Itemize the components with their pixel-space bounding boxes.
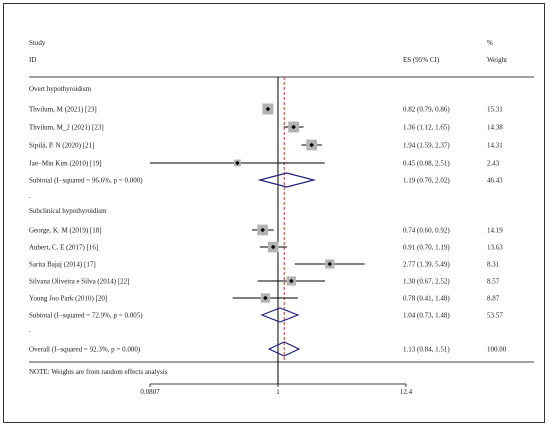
overall-diamond-es-text: 1.13 (0.84, 1.51) (403, 346, 450, 354)
weight-value: 13.63 (487, 244, 503, 252)
subtotal-diamond-es-text: 1.04 (0.73, 1.48) (403, 312, 450, 320)
header-percent: % (487, 39, 493, 47)
x-tick-label: 1 (276, 388, 280, 396)
subtotal-diamond (260, 307, 300, 323)
forest-plot-frame (3, 3, 545, 423)
effect-size-text: 1.30 (0.67, 2.52) (403, 278, 450, 286)
group-title: Overt hypothyroidism (29, 85, 92, 93)
subtotal-diamond-label: Subtotal (I−squared = 72.9%, p = 0.005) (29, 312, 143, 320)
study-label: Aubert, C. E (2017) [16] (29, 244, 98, 252)
subtotal-diamond-weight: 46.43 (487, 177, 503, 185)
effect-size-text: 0.82 (0.79, 0.86) (403, 106, 450, 114)
study-label: Sipilä, P. N (2020) [21] (29, 142, 94, 150)
subtotal-diamond-weight: 53.57 (487, 312, 503, 320)
weight-value: 14.31 (487, 142, 503, 150)
weight-value: 2.43 (487, 160, 500, 168)
study-label: Thvilum, M_2 (2021) [23] (29, 124, 104, 132)
header-weight: Weight (487, 56, 507, 64)
overall-diamond-weight: 100.00 (487, 346, 507, 354)
weight-value: 8.31 (487, 261, 500, 269)
group-title: Subclinical hypothyroidism (29, 207, 107, 215)
separator-dot: . (29, 192, 31, 200)
weight-value: 14.19 (487, 227, 503, 235)
study-label: Silvana Oliveira e Silva (2014) [22] (29, 278, 130, 286)
subtotal-diamond-label: Subtotal (I−squared = 96.6%, p = 0.000) (29, 177, 143, 185)
overall-diamond (267, 341, 301, 357)
effect-size-text: 0.91 (0.70, 1.19) (403, 244, 450, 252)
study-label: George, K. M (2019) [18] (29, 227, 102, 235)
point-estimate (327, 261, 333, 267)
x-tick-label: 0.0807 (140, 388, 160, 396)
weight-value: 8.57 (487, 278, 500, 286)
header-id: ID (29, 56, 36, 64)
weight-value: 15.31 (487, 106, 503, 114)
effect-size-text: 1.36 (1.12, 1.65) (403, 124, 450, 132)
study-label: Thvilum, M (2021) [23] (29, 106, 97, 114)
effect-size-text: 2.77 (1.39, 5.49) (403, 261, 450, 269)
separator-dot: . (29, 326, 31, 334)
effect-size-text: 0.74 (0.60, 0.92) (403, 227, 450, 235)
effect-size-text: 1.94 (1.59, 2.37) (403, 142, 450, 150)
weight-value: 8.87 (487, 295, 500, 303)
weight-value: 14.38 (487, 124, 503, 132)
subtotal-diamond-es-text: 1.19 (0.70, 2.02) (403, 177, 450, 185)
x-tick-label: 12.4 (400, 388, 413, 396)
point-estimate (263, 295, 268, 301)
study-label: Sarita Bajaj (2014) [17] (29, 261, 96, 269)
study-label: Young Joo Park (2010) [20] (29, 295, 107, 303)
effect-size-text: 0.45 (0.08, 2.51) (403, 160, 450, 168)
point-estimate (289, 278, 294, 284)
subtotal-diamond (257, 172, 317, 188)
header-es: ES (95% CI) (403, 56, 440, 64)
overall-diamond-label: Overall (I−squared = 92.3%, p = 0.000) (29, 346, 141, 354)
note-text: NOTE: Weights are from random effects an… (29, 368, 168, 376)
effect-size-text: 0.78 (0.41, 1.48) (403, 295, 450, 303)
header-study: Study (29, 39, 46, 47)
study-label: Jae−Min Kim (2010) [19] (29, 160, 102, 168)
